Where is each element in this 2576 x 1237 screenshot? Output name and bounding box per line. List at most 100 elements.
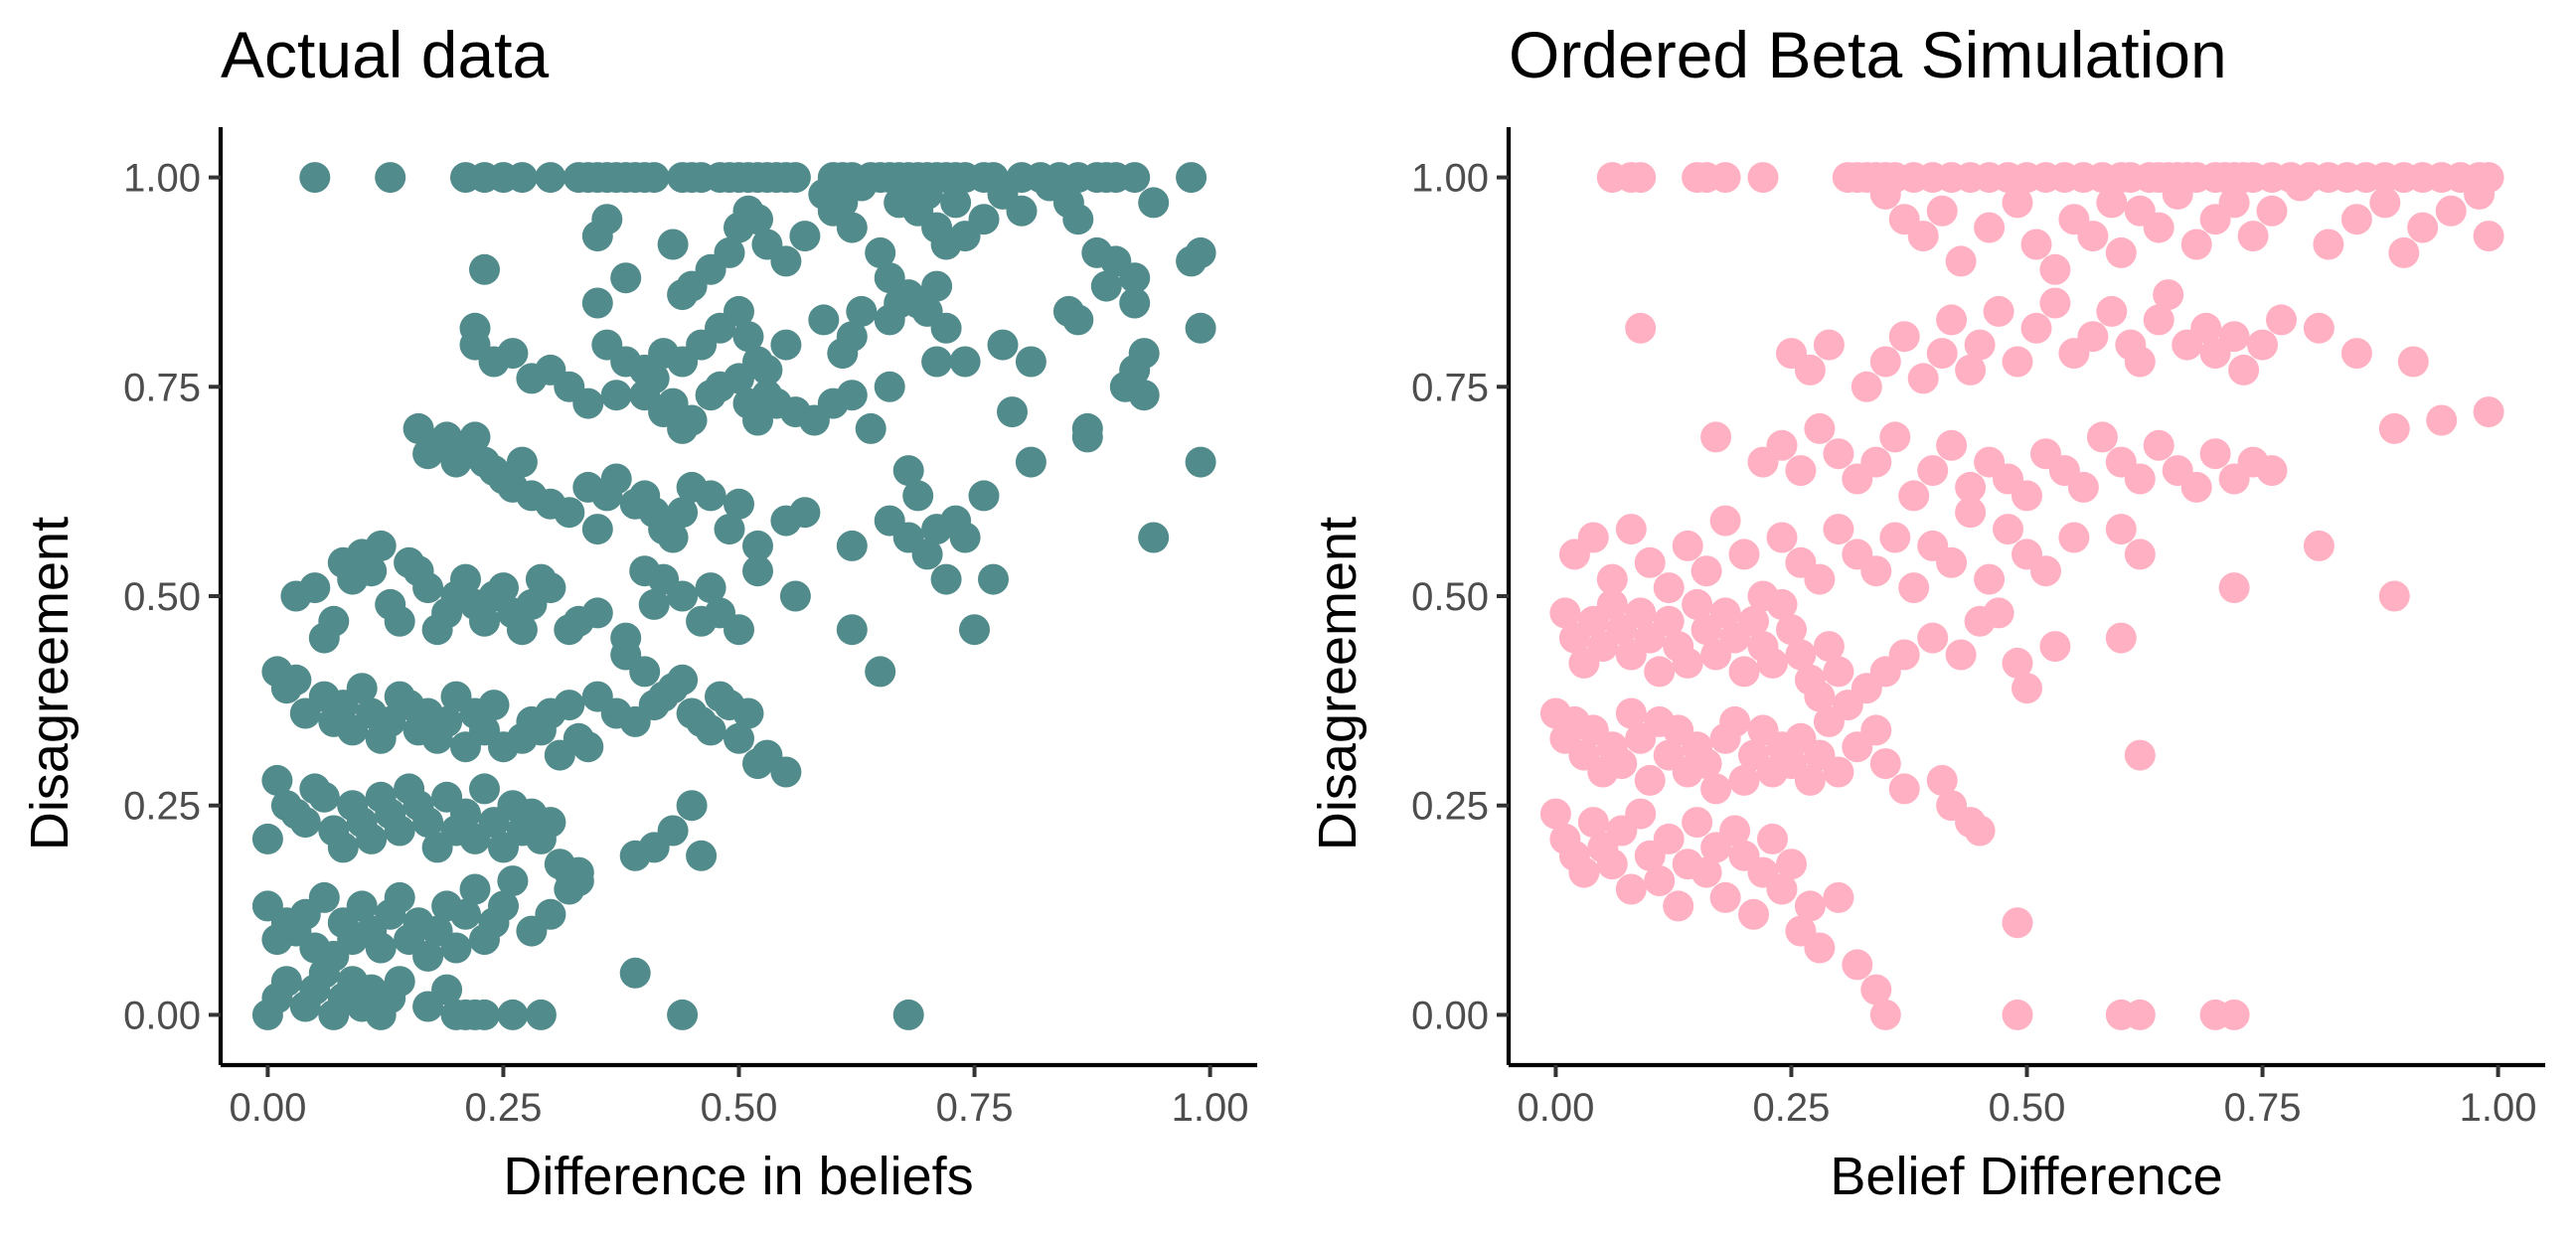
data-point	[563, 856, 594, 888]
data-point	[610, 262, 642, 294]
data-point	[478, 690, 510, 721]
data-point	[667, 497, 699, 529]
data-point	[1983, 295, 2014, 327]
data-point	[695, 572, 726, 604]
data-point	[581, 597, 613, 629]
data-point	[2002, 907, 2033, 939]
data-point	[356, 555, 388, 587]
data-point	[968, 480, 1000, 512]
data-point	[2303, 312, 2334, 344]
data-point	[667, 580, 699, 612]
data-point	[1690, 856, 1722, 888]
data-point	[1653, 605, 1685, 637]
data-point	[2218, 572, 2250, 604]
x-axis-title: Difference in beliefs	[503, 1147, 973, 1206]
data-point	[346, 890, 378, 922]
data-point	[1823, 438, 1854, 470]
data-point	[1071, 421, 1103, 453]
data-point	[1709, 505, 1741, 537]
y-tick-label: 0.25	[123, 785, 201, 829]
data-point	[846, 295, 878, 327]
data-point	[1672, 530, 1703, 561]
data-point	[724, 722, 754, 754]
data-point	[742, 204, 773, 235]
data-point	[1625, 312, 1657, 344]
data-point	[2002, 647, 2033, 679]
data-point	[808, 304, 840, 336]
data-point	[1869, 346, 1901, 378]
data-point	[1766, 522, 1798, 553]
data-point	[1860, 714, 1892, 746]
data-point	[554, 690, 585, 721]
data-point	[724, 363, 754, 394]
data-point	[308, 881, 340, 913]
data-point	[1860, 974, 1892, 1005]
data-point	[1185, 236, 1216, 268]
data-point	[855, 412, 886, 444]
data-point	[431, 974, 463, 1005]
data-point	[1776, 614, 1807, 646]
data-point	[1785, 639, 1817, 671]
data-point	[1119, 262, 1151, 294]
data-point	[1813, 631, 1845, 663]
panel-title: Ordered Beta Simulation	[1509, 18, 2227, 91]
data-point	[1090, 270, 1122, 302]
data-point	[2002, 346, 2033, 378]
x-tick-label: 1.00	[1172, 1086, 1249, 1130]
data-point	[572, 387, 604, 419]
data-point	[506, 446, 538, 478]
data-point	[2190, 312, 2222, 344]
data-point	[1945, 245, 1977, 277]
data-point	[1719, 705, 1751, 737]
data-point	[1596, 849, 1628, 880]
data-point	[638, 588, 670, 620]
data-point	[581, 514, 613, 545]
data-point	[1869, 748, 1901, 780]
data-point	[638, 162, 670, 194]
data-point	[940, 187, 972, 219]
data-point	[1138, 187, 1170, 219]
data-point	[695, 714, 726, 746]
data-point	[1974, 563, 2006, 595]
data-point	[732, 321, 764, 353]
data-point	[1728, 656, 1760, 688]
data-point	[2199, 438, 2231, 470]
data-point	[968, 204, 1000, 235]
data-point	[930, 563, 962, 595]
data-point	[2473, 396, 2504, 428]
data-point	[2012, 673, 2042, 704]
data-point	[591, 204, 623, 235]
data-point	[2058, 522, 2090, 553]
data-point	[1936, 546, 1968, 578]
data-point	[535, 162, 566, 194]
data-point	[1682, 807, 1713, 839]
data-point	[1879, 421, 1911, 453]
data-point	[384, 966, 415, 998]
data-point	[2002, 999, 2033, 1030]
data-point	[1926, 764, 1958, 796]
data-point	[2378, 412, 2410, 444]
data-point	[2020, 229, 2052, 260]
data-point	[280, 664, 312, 696]
data-point	[431, 705, 463, 737]
data-point	[2105, 236, 2137, 268]
data-point	[2378, 580, 2410, 612]
data-point	[1907, 363, 1939, 394]
data-point	[1700, 421, 1732, 453]
data-point	[865, 236, 896, 268]
y-tick-label: 0.75	[1411, 366, 1489, 409]
data-point	[1577, 522, 1609, 553]
data-point	[949, 522, 981, 553]
data-point	[1926, 338, 1958, 370]
data-point	[695, 480, 726, 512]
data-point	[299, 572, 331, 604]
data-point	[686, 840, 718, 871]
data-point	[1634, 764, 1666, 796]
data-point	[2002, 187, 2033, 219]
data-point	[1907, 221, 1939, 252]
data-point	[1766, 588, 1798, 620]
scatter-points	[251, 162, 1216, 1030]
data-point	[251, 823, 283, 854]
data-point	[1888, 321, 1920, 353]
